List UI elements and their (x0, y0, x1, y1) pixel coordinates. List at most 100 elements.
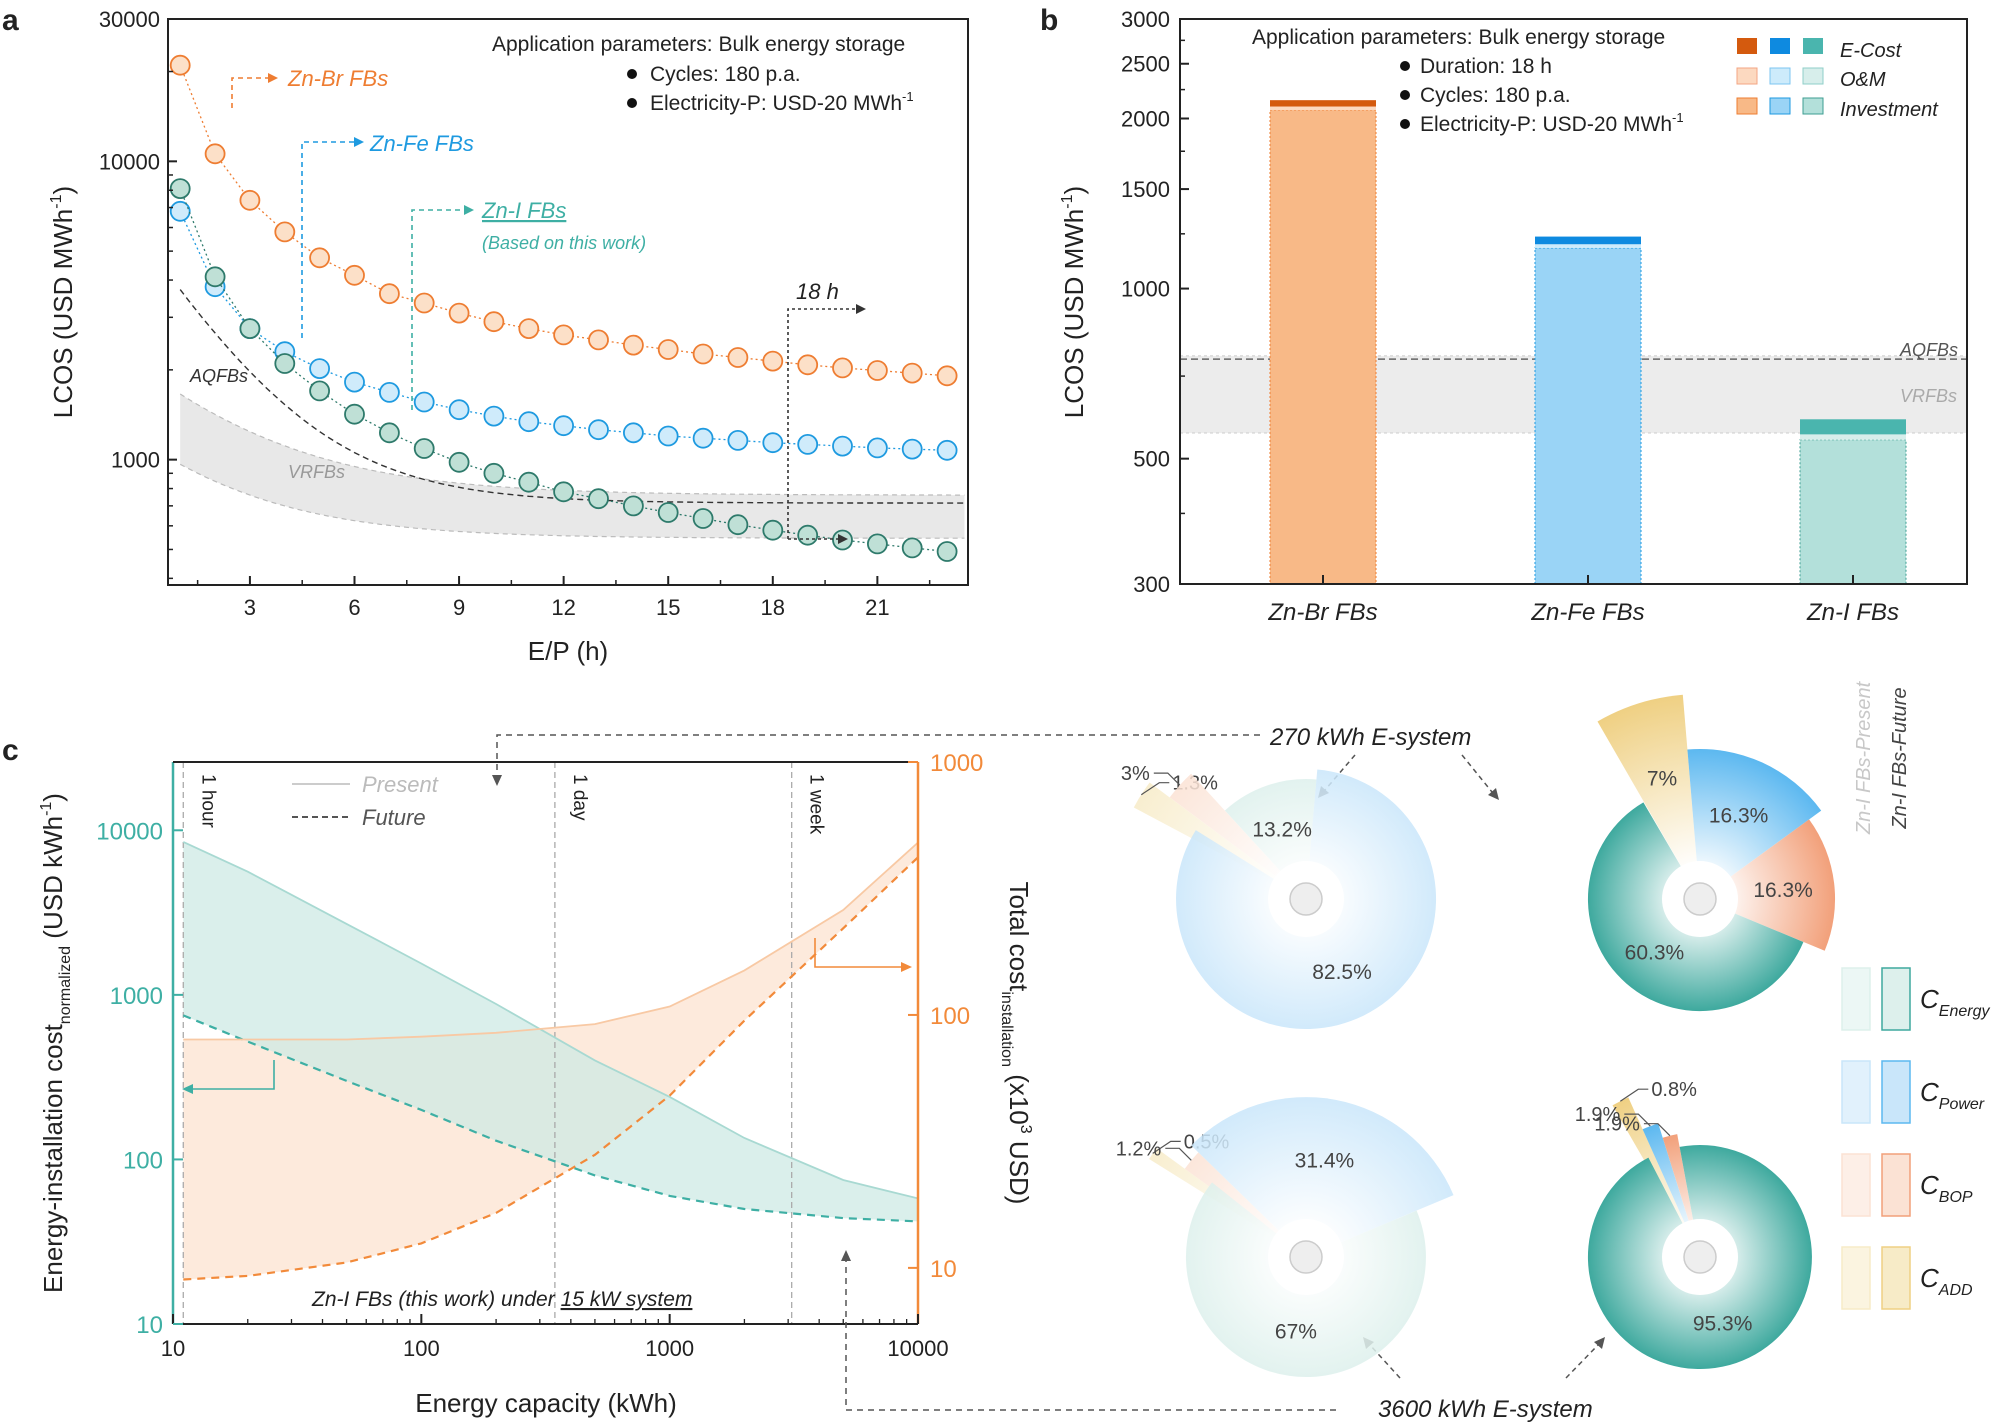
x-tick-label-c: 1000 (645, 1336, 694, 1361)
pie-label: 0.8% (1651, 1079, 1697, 1101)
legend-swatch-fe-inv (1769, 97, 1791, 115)
point-zn-i (309, 380, 331, 402)
panel-c-ylabel-right: Total costinstallation (x103 USD) (998, 882, 1034, 1205)
y-tick-label-right-c: 10 (930, 1256, 957, 1283)
point-zn-br (936, 365, 958, 387)
label-3600kwh: 3600 kWh E-system (1378, 1396, 1593, 1423)
bar-ecost (1535, 236, 1641, 245)
arrow-head-icon (268, 73, 278, 83)
panel-b-params-title: Application parameters: Bulk energy stor… (1252, 26, 1665, 49)
pointer-3600-right (1565, 1344, 1599, 1379)
panel-c: 1 hour 1 day 1 week 10 100 1000 10000 10 100 100… (38, 750, 1034, 1418)
legend-item-label: CBOP (1920, 1170, 1973, 1206)
point-zn-fe (832, 435, 853, 457)
panel-a-ylabel: LCOS (USD MWh-1) (48, 186, 78, 418)
pie-slice-add (1133, 782, 1306, 899)
y-tick-label-a: 30000 (99, 7, 160, 32)
pie-label: 16.3% (1709, 804, 1769, 827)
point-zn-fe (553, 415, 574, 437)
vline-label: 1 hour (197, 774, 218, 829)
legend-swatch-br-ecost (1737, 38, 1757, 54)
arrow-head-icon (856, 304, 866, 314)
arrow-head-icon (354, 137, 364, 147)
point-zn-i (867, 533, 888, 555)
label-zn-fe: Zn-Fe FBs (369, 131, 474, 156)
point-zn-br (588, 329, 609, 351)
y-tick-label-right-c: 1000 (930, 750, 983, 777)
point-zn-br (274, 221, 296, 243)
point-zn-i (727, 514, 749, 536)
point-zn-i (623, 495, 644, 517)
point-zn-i (448, 451, 470, 473)
legend-item-name: C (1920, 1170, 1939, 1200)
pie-center-dot (1289, 882, 1323, 916)
x-category-label-b: Zn-Br FBs (1267, 599, 1377, 626)
point-zn-fe (762, 432, 784, 454)
arrow-head-icon (1594, 1337, 1605, 1349)
pie-slice-bop (1169, 773, 1306, 899)
bar-om (1270, 106, 1376, 111)
pie-leader-line (1153, 772, 1181, 786)
bar-investment (1269, 109, 1377, 584)
point-zn-br (692, 343, 714, 365)
pie-center-dot (1289, 1240, 1323, 1274)
panel-c-xlabel: Energy capacity (kWh) (415, 1388, 677, 1418)
pie-label: 82.5% (1312, 961, 1372, 984)
point-zn-i (588, 488, 609, 510)
pie-label: 3% (1121, 763, 1150, 785)
point-zn-br (832, 357, 853, 379)
point-zn-br (378, 283, 400, 305)
point-zn-fe (657, 425, 679, 447)
arrow-zn-fe (301, 141, 356, 338)
bar-om (1800, 434, 1906, 440)
y-tick-label-b: 1500 (1121, 177, 1170, 202)
bullet-icon (1400, 61, 1410, 71)
pie-legend: Zn-I FBs-Present Zn-I FBs-Future CEnergy… (1841, 680, 1990, 1310)
y-tick-label-b: 1000 (1121, 277, 1170, 302)
point-zn-fe (309, 358, 331, 380)
vline-label: 1 week (806, 774, 827, 835)
legend-swatch-br-om (1736, 67, 1758, 85)
point-zn-fe (588, 419, 609, 441)
arrow-head-icon (182, 1084, 193, 1094)
pie-leader-line (1619, 1088, 1649, 1102)
y-tick-label-a: 1000 (111, 448, 160, 473)
y-tick-label-b: 2000 (1121, 106, 1170, 131)
label-aqfbs-a: AQFBs (189, 366, 248, 386)
bullet-icon (1400, 90, 1410, 100)
panel-c-ylabel-left: Energy-installation costnormalized (USD … (38, 793, 74, 1293)
label-zn-i: Zn-I FBs (481, 198, 566, 223)
point-zn-br (762, 350, 784, 372)
point-zn-fe (692, 427, 714, 449)
legend-swatch-br-inv (1736, 97, 1758, 115)
arrow-zn-i (411, 209, 466, 410)
point-zn-br (448, 302, 470, 324)
point-zn-fe (936, 439, 958, 461)
point-zn-br (344, 264, 365, 286)
point-zn-br (867, 360, 888, 381)
point-zn-br (901, 362, 923, 384)
pie-label: 60.3% (1625, 941, 1685, 964)
pie-label: 13.2% (1252, 819, 1312, 842)
label-vrfbs-a: VRFBs (288, 462, 345, 482)
series-line-zn-fe (179, 211, 948, 451)
y-tick-label-left-c: 10000 (96, 818, 163, 845)
pie-label: 7% (1647, 768, 1677, 791)
point-zn-br (623, 334, 644, 356)
x-tick-label-a: 9 (453, 595, 465, 620)
panel-a-param-cycles: Cycles: 180 p.a. (650, 63, 801, 86)
legend-swatch-i-om (1802, 67, 1824, 85)
pie-center-dot (1683, 882, 1717, 916)
x-tick-label-a: 3 (244, 595, 256, 620)
point-zn-br (239, 189, 261, 211)
connector-3600 (845, 1260, 1336, 1411)
arrow-head-icon (838, 534, 848, 544)
panel-label-b: b (1040, 4, 1058, 37)
arrow-head-icon (492, 775, 502, 786)
pie-3600-kWh-Present: 0.5%1.2%31.4%67% (1116, 1097, 1454, 1378)
bar-investment (1534, 247, 1642, 584)
pie-slice-bop (1700, 819, 1836, 951)
legend-label-investment: Investment (1840, 99, 1939, 121)
x-tick-label-a: 12 (551, 595, 575, 620)
